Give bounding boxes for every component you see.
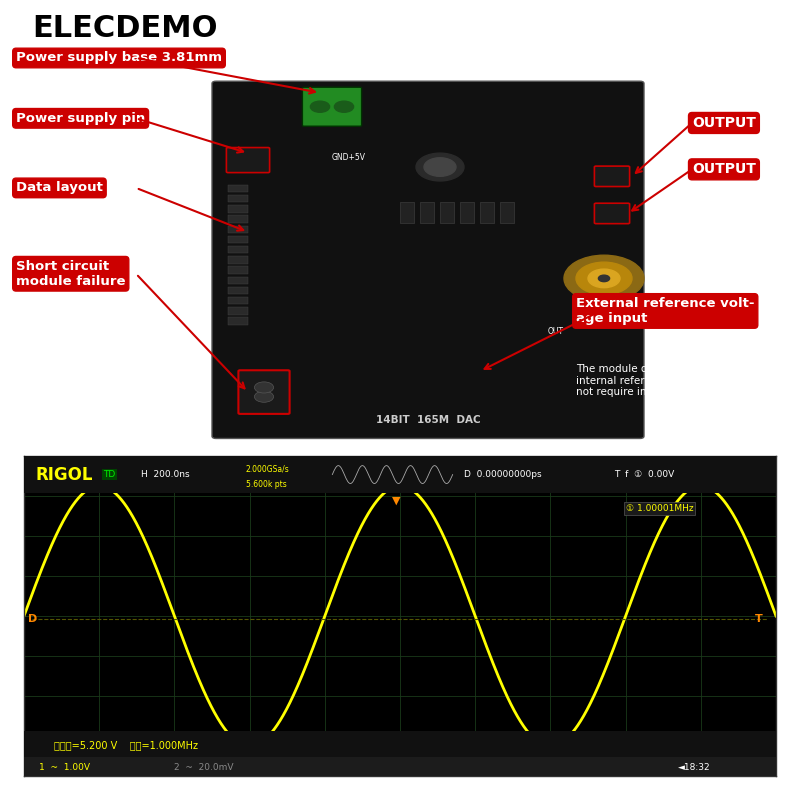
FancyBboxPatch shape <box>228 318 248 325</box>
Circle shape <box>424 158 456 176</box>
Circle shape <box>310 101 330 112</box>
Text: OUTPUT: OUTPUT <box>692 162 756 176</box>
Text: T: T <box>755 614 762 624</box>
FancyBboxPatch shape <box>500 202 514 222</box>
FancyBboxPatch shape <box>238 370 290 414</box>
Text: Data layout: Data layout <box>16 182 103 194</box>
Text: TD: TD <box>103 470 115 479</box>
Text: 2  ~  20.0mV: 2 ~ 20.0mV <box>174 762 234 771</box>
Text: ① 1.00001MHz: ① 1.00001MHz <box>626 504 694 514</box>
FancyBboxPatch shape <box>24 758 776 776</box>
FancyBboxPatch shape <box>228 205 248 213</box>
Text: 5.600k pts: 5.600k pts <box>246 480 286 489</box>
FancyBboxPatch shape <box>228 215 248 222</box>
Text: H  200.0ns: H 200.0ns <box>141 470 189 479</box>
FancyBboxPatch shape <box>24 731 776 758</box>
FancyBboxPatch shape <box>228 286 248 294</box>
Text: Power supply base 3.81mm: Power supply base 3.81mm <box>16 51 222 65</box>
FancyBboxPatch shape <box>228 185 248 192</box>
FancyBboxPatch shape <box>226 147 270 173</box>
Circle shape <box>254 391 274 402</box>
FancyBboxPatch shape <box>594 166 630 186</box>
FancyBboxPatch shape <box>228 277 248 284</box>
Text: D: D <box>28 614 37 624</box>
Circle shape <box>588 269 620 288</box>
Circle shape <box>416 153 464 181</box>
Circle shape <box>254 382 274 393</box>
Text: 峰峰値=5.200 V    頻率=1.000MHz: 峰峰値=5.200 V 頻率=1.000MHz <box>54 740 198 750</box>
FancyBboxPatch shape <box>228 307 248 314</box>
Text: Power supply pin: Power supply pin <box>16 112 146 125</box>
Circle shape <box>576 262 632 294</box>
FancyBboxPatch shape <box>460 202 474 222</box>
FancyBboxPatch shape <box>400 202 414 222</box>
FancyBboxPatch shape <box>228 256 248 263</box>
FancyBboxPatch shape <box>594 203 630 224</box>
FancyBboxPatch shape <box>228 236 248 243</box>
Text: Short circuit
module failure: Short circuit module failure <box>16 260 126 288</box>
FancyBboxPatch shape <box>24 456 776 493</box>
FancyBboxPatch shape <box>228 246 248 254</box>
Text: D  0.00000000ps: D 0.00000000ps <box>464 470 542 479</box>
Text: OUTPUT: OUTPUT <box>692 116 756 130</box>
Text: 2.000GSa/s: 2.000GSa/s <box>246 464 290 474</box>
Circle shape <box>334 101 354 112</box>
FancyBboxPatch shape <box>302 87 362 126</box>
FancyBboxPatch shape <box>228 266 248 274</box>
Text: 14BIT  165M  DAC: 14BIT 165M DAC <box>376 414 480 425</box>
Text: ELECDEMO: ELECDEMO <box>32 14 218 43</box>
Text: ◄18:32: ◄18:32 <box>678 762 711 771</box>
FancyBboxPatch shape <box>420 202 434 222</box>
FancyBboxPatch shape <box>480 202 494 222</box>
FancyBboxPatch shape <box>440 202 454 222</box>
Text: ▼: ▼ <box>392 496 401 506</box>
Text: 水平: 水平 <box>0 563 9 573</box>
FancyBboxPatch shape <box>228 195 248 202</box>
Text: External reference volt-
age input: External reference volt- age input <box>576 297 754 325</box>
Text: The module defaults to using
internal references and does
not require input: The module defaults to using internal re… <box>576 364 729 398</box>
FancyBboxPatch shape <box>228 297 248 304</box>
Circle shape <box>598 275 610 282</box>
Circle shape <box>564 255 644 302</box>
FancyBboxPatch shape <box>228 226 248 233</box>
FancyBboxPatch shape <box>212 82 644 438</box>
Text: OUT: OUT <box>548 327 564 336</box>
Text: GND+5V: GND+5V <box>332 153 366 162</box>
Text: T  f  ①  0.00V: T f ① 0.00V <box>614 470 674 479</box>
Text: C
H
1: C H 1 <box>795 569 800 599</box>
Text: 1  ~  1.00V: 1 ~ 1.00V <box>39 762 90 771</box>
Text: RIGOL: RIGOL <box>35 466 93 483</box>
